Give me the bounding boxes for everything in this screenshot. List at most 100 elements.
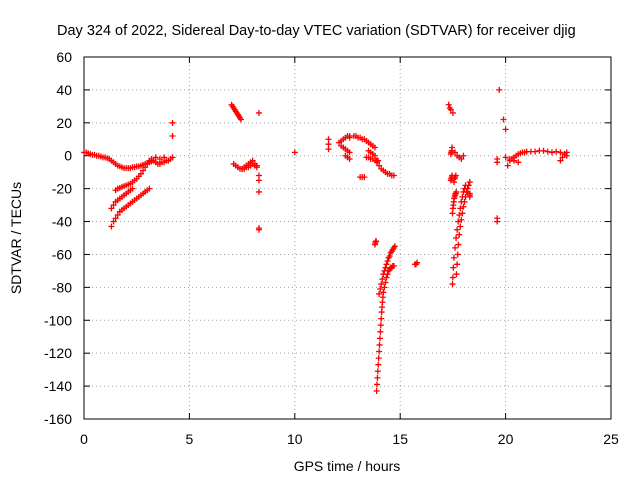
data-point bbox=[110, 218, 117, 225]
data-point bbox=[540, 147, 547, 154]
data-point bbox=[384, 258, 391, 265]
data-point bbox=[386, 253, 393, 260]
data-point bbox=[378, 281, 385, 288]
data-point bbox=[461, 198, 468, 205]
data-point bbox=[453, 235, 460, 241]
data-point bbox=[504, 162, 511, 169]
data-point bbox=[374, 368, 381, 375]
data-point bbox=[454, 226, 461, 233]
data-point bbox=[371, 152, 378, 159]
data-point bbox=[494, 218, 501, 225]
data-point bbox=[108, 223, 115, 230]
data-point bbox=[506, 156, 513, 163]
data-point bbox=[140, 167, 147, 174]
y-axis: 60 40 20 0 -20 -40 -60 -80 -100 -120 -140 -160 bbox=[44, 49, 611, 427]
y-tick-label: 0 bbox=[64, 148, 72, 164]
data-point bbox=[255, 177, 262, 184]
y-tick-label: -60 bbox=[52, 246, 72, 262]
data-point bbox=[456, 211, 463, 218]
y-tick-label: 40 bbox=[56, 82, 72, 98]
data-point bbox=[445, 101, 452, 108]
x-tick-label: 0 bbox=[80, 431, 88, 447]
data-point bbox=[376, 341, 383, 348]
data-point bbox=[390, 172, 397, 179]
data-point bbox=[152, 154, 159, 161]
y-tick-label: -100 bbox=[44, 312, 72, 328]
data-point bbox=[381, 284, 388, 291]
data-point bbox=[165, 157, 172, 164]
y-tick-label: 60 bbox=[56, 49, 72, 65]
data-point bbox=[454, 261, 461, 268]
data-point bbox=[457, 223, 464, 230]
data-point bbox=[380, 289, 387, 296]
data-point bbox=[142, 164, 149, 171]
data-point bbox=[169, 132, 176, 139]
data-point bbox=[548, 149, 555, 156]
data-point bbox=[378, 315, 385, 322]
data-point bbox=[557, 157, 564, 164]
data-point bbox=[361, 174, 368, 181]
y-tick-label: 20 bbox=[56, 115, 72, 131]
data-point bbox=[390, 262, 397, 269]
data-point bbox=[238, 116, 245, 123]
data-point bbox=[112, 215, 119, 222]
data-point bbox=[383, 274, 390, 281]
data-point bbox=[373, 388, 380, 395]
data-point bbox=[325, 146, 332, 153]
data-point bbox=[449, 144, 456, 151]
data-point bbox=[375, 157, 382, 164]
data-point bbox=[369, 156, 376, 163]
data-point bbox=[255, 188, 262, 195]
data-point bbox=[373, 238, 380, 245]
data-point bbox=[496, 86, 503, 93]
data-point bbox=[114, 211, 121, 218]
data-point bbox=[500, 116, 507, 123]
data-point bbox=[563, 149, 570, 156]
data-point bbox=[460, 152, 467, 159]
data-point bbox=[460, 203, 467, 210]
data-point bbox=[414, 259, 421, 266]
data-point bbox=[376, 335, 383, 342]
data-point bbox=[511, 157, 518, 164]
data-point bbox=[156, 156, 163, 163]
data-point bbox=[377, 286, 384, 293]
data-point bbox=[455, 218, 462, 225]
data-point bbox=[346, 149, 353, 156]
data-point bbox=[384, 271, 391, 278]
data-point bbox=[137, 170, 144, 177]
data-point bbox=[146, 185, 153, 192]
data-point bbox=[494, 156, 501, 163]
data-point bbox=[374, 381, 381, 388]
data-point bbox=[502, 154, 509, 161]
data-point bbox=[450, 264, 457, 271]
data-point bbox=[291, 149, 298, 156]
y-tick-label: -40 bbox=[52, 214, 72, 230]
data-point bbox=[544, 148, 551, 155]
data-point bbox=[255, 226, 262, 233]
data-point bbox=[169, 119, 176, 126]
y-tick-label: -20 bbox=[52, 181, 72, 197]
data-point bbox=[502, 126, 509, 133]
data-point bbox=[129, 185, 136, 192]
data-point bbox=[447, 106, 454, 113]
y-tick-label: -120 bbox=[44, 345, 72, 361]
x-tick-label: 25 bbox=[603, 431, 619, 447]
x-axis: 0 5 10 15 20 25 bbox=[80, 57, 619, 447]
data-point bbox=[449, 281, 456, 288]
data-point bbox=[382, 279, 389, 286]
data-point bbox=[457, 205, 464, 212]
data-point bbox=[376, 290, 383, 297]
data-point bbox=[376, 348, 383, 355]
data-points bbox=[81, 86, 570, 395]
data-point bbox=[346, 134, 353, 141]
x-tick-label: 5 bbox=[186, 431, 194, 447]
plot-frame bbox=[83, 56, 612, 420]
data-point bbox=[110, 202, 117, 209]
data-point bbox=[450, 254, 457, 261]
data-point bbox=[108, 205, 115, 212]
data-point bbox=[346, 156, 353, 163]
x-tick-label: 10 bbox=[287, 431, 303, 447]
data-point bbox=[375, 361, 382, 368]
data-point bbox=[253, 162, 260, 169]
